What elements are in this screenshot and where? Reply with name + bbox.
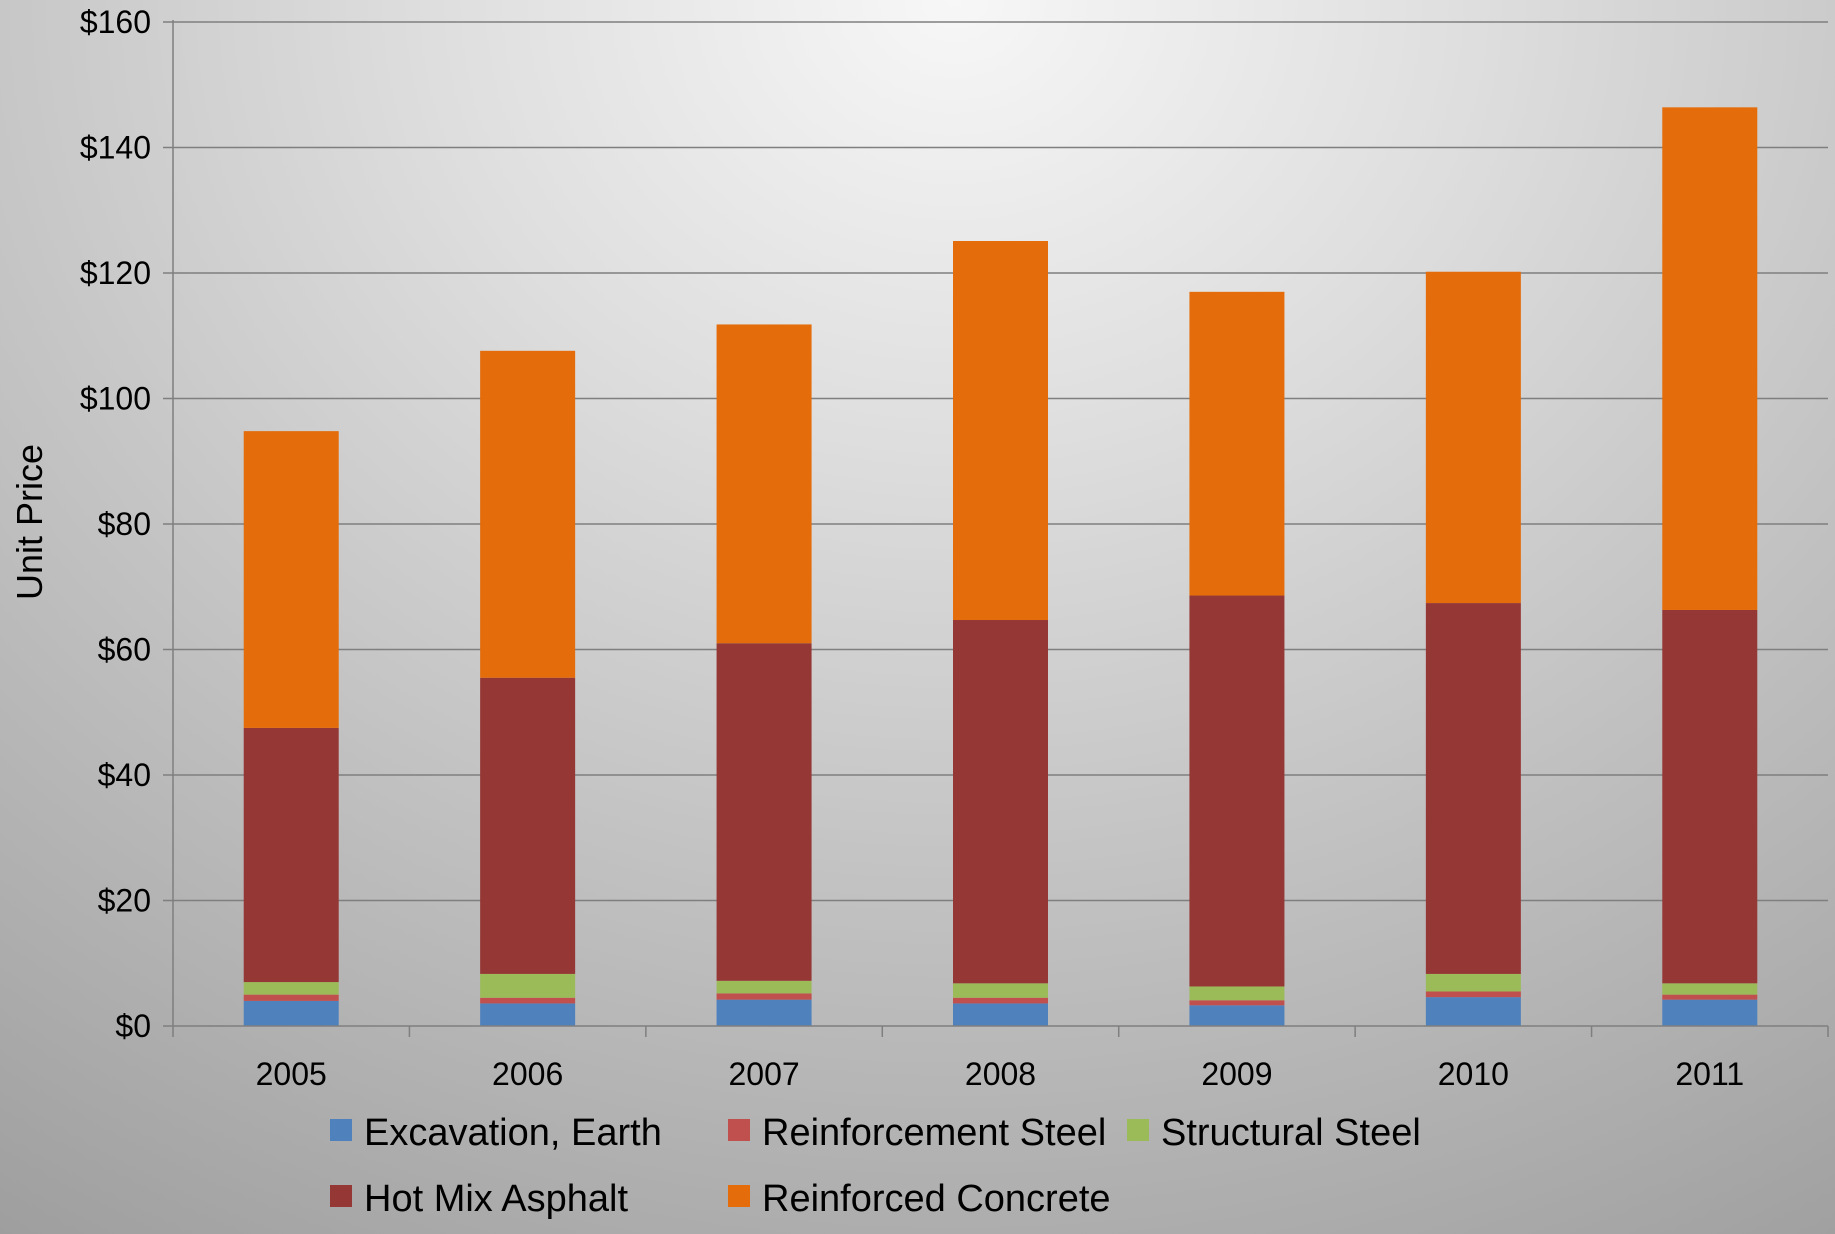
bar-reinforced-concrete-2009 <box>1189 291 1285 596</box>
bar-stack-2010 <box>1425 271 1521 1026</box>
bar-reinforced-concrete-2007 <box>716 324 812 644</box>
bar-reinforcement-steel-2009 <box>1189 1000 1285 1006</box>
x-tick-label: 2010 <box>1438 1056 1509 1092</box>
x-tick-label: 2007 <box>728 1056 799 1092</box>
x-tick-label: 2006 <box>492 1056 563 1092</box>
y-tick-label: $120 <box>80 255 151 291</box>
bar-reinforced-concrete-2005 <box>243 431 339 728</box>
bar-structural-steel-2005 <box>243 982 339 995</box>
legend-item-reinforcement-steel: Reinforcement Steel <box>728 1112 1106 1154</box>
bar-stack-2005 <box>243 431 339 1026</box>
bar-structural-steel-2008 <box>953 983 1048 998</box>
bar-reinforced-concrete-2006 <box>480 350 576 678</box>
legend-swatch <box>1127 1119 1149 1141</box>
bar-structural-steel-2011 <box>1662 983 1758 995</box>
legend-item-excavation-earth: Excavation, Earth <box>330 1112 662 1154</box>
bar-excavation-earth-2009 <box>1189 1005 1285 1026</box>
bar-hot-mix-asphalt-2005 <box>243 727 339 983</box>
bar-reinforced-concrete-2010 <box>1425 271 1521 604</box>
legend-label: Reinforced Concrete <box>762 1178 1111 1220</box>
y-tick-label: $140 <box>80 130 151 166</box>
y-tick-label: $40 <box>98 757 151 793</box>
bar-reinforcement-steel-2008 <box>953 997 1048 1004</box>
x-tick-label: 2009 <box>1201 1056 1272 1092</box>
bar-stack-2009 <box>1189 291 1285 1026</box>
legend-item-reinforced-concrete: Reinforced Concrete <box>728 1178 1111 1220</box>
y-tick-label: $20 <box>98 883 151 919</box>
bar-reinforcement-steel-2011 <box>1662 994 1758 1000</box>
axes: $0 $20 $40 $60 $80 $100 $120 $140 $160 2005 2006 20… <box>80 4 1829 1092</box>
bar-hot-mix-asphalt-2009 <box>1189 595 1285 987</box>
bar-stack-2006 <box>480 350 576 1026</box>
bar-reinforcement-steel-2010 <box>1425 991 1521 998</box>
bar-hot-mix-asphalt-2006 <box>480 677 576 974</box>
bar-stack-2007 <box>716 324 812 1026</box>
y-tick-label: $100 <box>80 381 151 417</box>
bar-reinforced-concrete-2011 <box>1662 107 1758 610</box>
bar-reinforcement-steel-2006 <box>480 997 576 1004</box>
y-tick-label: $160 <box>80 4 151 40</box>
bar-structural-steel-2009 <box>1189 986 1285 1001</box>
legend: Excavation, Earth Reinforcement Steel Stru… <box>330 1112 1421 1220</box>
legend-label: Reinforcement Steel <box>762 1112 1106 1154</box>
legend-label: Hot Mix Asphalt <box>364 1178 628 1220</box>
bar-reinforced-concrete-2008 <box>953 240 1048 621</box>
bar-structural-steel-2006 <box>480 973 576 998</box>
x-tick-label: 2008 <box>965 1056 1036 1092</box>
legend-swatch <box>330 1119 352 1141</box>
y-axis-title: Unit Price <box>9 444 50 600</box>
bars <box>243 107 1758 1026</box>
x-tick-label: 2005 <box>256 1056 327 1092</box>
bar-hot-mix-asphalt-2008 <box>953 620 1048 984</box>
bar-excavation-earth-2007 <box>716 999 812 1026</box>
bar-reinforcement-steel-2007 <box>716 993 812 1000</box>
y-tick-label: $80 <box>98 506 151 542</box>
bar-hot-mix-asphalt-2011 <box>1662 609 1758 984</box>
bar-reinforcement-steel-2005 <box>243 994 339 1001</box>
bar-structural-steel-2007 <box>716 980 812 994</box>
bar-stack-2011 <box>1662 107 1758 1026</box>
bar-excavation-earth-2005 <box>243 1000 339 1026</box>
legend-swatch <box>728 1119 750 1141</box>
bar-structural-steel-2010 <box>1425 973 1521 992</box>
y-tick-label: $0 <box>115 1008 151 1044</box>
legend-label: Structural Steel <box>1161 1112 1421 1154</box>
bar-excavation-earth-2010 <box>1425 997 1521 1026</box>
legend-swatch <box>330 1185 352 1207</box>
x-tick-label: 2011 <box>1675 1056 1744 1092</box>
legend-swatch <box>728 1185 750 1207</box>
bar-stack-2008 <box>953 240 1048 1026</box>
bar-hot-mix-asphalt-2010 <box>1425 603 1521 974</box>
legend-item-hot-mix-asphalt: Hot Mix Asphalt <box>330 1178 628 1220</box>
y-tick-label: $60 <box>98 632 151 668</box>
bar-hot-mix-asphalt-2007 <box>716 643 812 981</box>
legend-item-structural-steel: Structural Steel <box>1127 1112 1421 1154</box>
bar-excavation-earth-2008 <box>953 1003 1048 1026</box>
legend-label: Excavation, Earth <box>364 1112 662 1154</box>
bar-excavation-earth-2006 <box>480 1003 576 1026</box>
bar-excavation-earth-2011 <box>1662 999 1758 1026</box>
